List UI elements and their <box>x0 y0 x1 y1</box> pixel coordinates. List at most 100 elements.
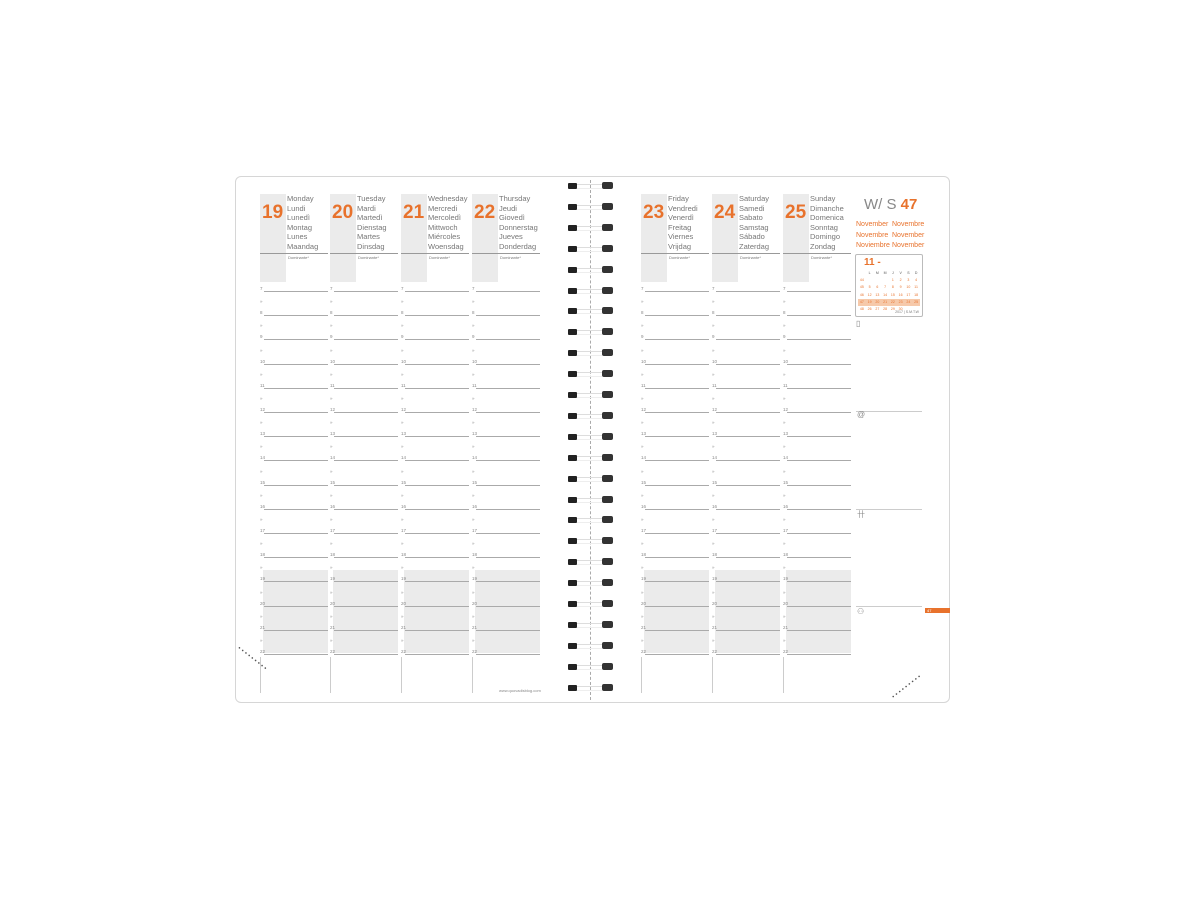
hour-line[interactable] <box>476 508 540 510</box>
hour-line[interactable] <box>405 436 469 438</box>
mini-calendar-date[interactable]: 10 <box>906 285 911 290</box>
hour-line[interactable] <box>264 557 328 559</box>
hour-line[interactable] <box>476 605 540 607</box>
hour-line[interactable] <box>716 339 780 341</box>
hour-line[interactable] <box>787 436 851 438</box>
hour-line[interactable] <box>645 508 709 510</box>
hour-line[interactable] <box>476 533 540 534</box>
hour-line[interactable] <box>405 291 469 292</box>
hour-line[interactable] <box>476 387 540 389</box>
hour-line[interactable] <box>405 484 469 486</box>
hour-line[interactable] <box>787 508 851 510</box>
hour-line[interactable] <box>334 605 398 607</box>
hour-line[interactable] <box>716 484 780 486</box>
hour-line[interactable] <box>334 363 398 365</box>
hour-line[interactable] <box>716 387 780 389</box>
mini-calendar-date[interactable]: 8 <box>891 285 894 290</box>
hour-line[interactable] <box>645 581 709 583</box>
mini-calendar-date[interactable] <box>866 277 874 284</box>
hour-line[interactable] <box>476 460 540 462</box>
hour-line[interactable] <box>334 484 398 486</box>
hour-line[interactable] <box>264 460 328 462</box>
hour-line[interactable] <box>476 436 540 438</box>
mini-calendar-date[interactable]: 16 <box>898 292 903 297</box>
hour-line[interactable] <box>264 508 328 510</box>
hour-line[interactable] <box>787 412 851 413</box>
hour-line[interactable] <box>645 339 709 341</box>
hour-line[interactable] <box>264 605 328 607</box>
hour-line[interactable] <box>476 629 540 631</box>
mini-calendar-date[interactable]: 48 <box>859 306 864 311</box>
mini-calendar-date[interactable]: 27 <box>875 306 880 311</box>
hour-line[interactable] <box>476 291 540 292</box>
mini-calendar-date[interactable]: 3 <box>907 278 910 283</box>
hour-line[interactable] <box>787 387 851 389</box>
hour-line[interactable] <box>264 363 328 365</box>
mini-calendar-date[interactable] <box>874 277 882 284</box>
hour-line[interactable] <box>264 629 328 631</box>
hour-line[interactable] <box>405 581 469 583</box>
hour-line[interactable] <box>476 654 540 655</box>
hour-line[interactable] <box>334 436 398 438</box>
mini-calendar-date[interactable]: 46 <box>859 292 864 297</box>
hour-line[interactable] <box>787 654 851 655</box>
hour-line[interactable] <box>787 605 851 607</box>
mini-calendar-date[interactable]: 24 <box>906 299 911 304</box>
hour-line[interactable] <box>476 315 540 317</box>
hour-line[interactable] <box>334 291 398 292</box>
hour-line[interactable] <box>334 508 398 510</box>
hour-line[interactable] <box>716 412 780 413</box>
mini-calendar-date[interactable]: 45 <box>859 285 864 290</box>
hour-line[interactable] <box>716 436 780 438</box>
hour-line[interactable] <box>716 557 780 559</box>
mini-calendar-date[interactable]: 30 <box>898 306 903 311</box>
hour-line[interactable] <box>405 315 469 317</box>
hour-line[interactable] <box>264 412 328 413</box>
hour-line[interactable] <box>264 387 328 389</box>
hour-line[interactable] <box>645 654 709 655</box>
hour-line[interactable] <box>716 508 780 510</box>
mini-calendar-date[interactable]: 12 <box>867 292 872 297</box>
hour-line[interactable] <box>476 412 540 413</box>
mini-calendar-date[interactable]: 28 <box>883 306 888 311</box>
hour-line[interactable] <box>787 460 851 462</box>
hour-line[interactable] <box>787 533 851 534</box>
hour-line[interactable] <box>787 363 851 365</box>
hour-line[interactable] <box>645 291 709 292</box>
hour-line[interactable] <box>476 339 540 341</box>
hour-line[interactable] <box>716 315 780 317</box>
hour-line[interactable] <box>787 629 851 631</box>
hour-line[interactable] <box>334 629 398 631</box>
hour-line[interactable] <box>334 387 398 389</box>
mini-calendar-date[interactable]: 22 <box>890 299 895 304</box>
hour-line[interactable] <box>405 654 469 655</box>
hour-line[interactable] <box>476 484 540 486</box>
mini-calendar-date[interactable]: 29 <box>890 306 895 311</box>
hour-line[interactable] <box>645 533 709 534</box>
mini-calendar-date[interactable]: 9 <box>899 285 902 290</box>
hour-line[interactable] <box>405 363 469 365</box>
hour-line[interactable] <box>334 654 398 655</box>
hour-line[interactable] <box>334 581 398 583</box>
hour-line[interactable] <box>716 291 780 292</box>
hour-line[interactable] <box>787 315 851 317</box>
mini-calendar-date[interactable]: 2 <box>899 278 902 283</box>
mini-calendar-date[interactable]: 18 <box>914 292 919 297</box>
mini-calendar-date[interactable]: 17 <box>906 292 911 297</box>
hour-line[interactable] <box>787 557 851 559</box>
hour-line[interactable] <box>716 363 780 365</box>
hour-line[interactable] <box>264 533 328 534</box>
hour-line[interactable] <box>405 533 469 534</box>
hour-line[interactable] <box>264 339 328 341</box>
hour-line[interactable] <box>476 581 540 583</box>
hour-line[interactable] <box>264 654 328 655</box>
mini-calendar-date[interactable]: 1 <box>891 278 894 283</box>
hour-line[interactable] <box>476 363 540 365</box>
hour-line[interactable] <box>787 339 851 341</box>
mini-calendar-date[interactable]: 23 <box>898 299 903 304</box>
hour-line[interactable] <box>334 533 398 534</box>
hour-line[interactable] <box>334 339 398 341</box>
hour-line[interactable] <box>476 557 540 559</box>
hour-line[interactable] <box>716 533 780 534</box>
hour-line[interactable] <box>334 412 398 413</box>
